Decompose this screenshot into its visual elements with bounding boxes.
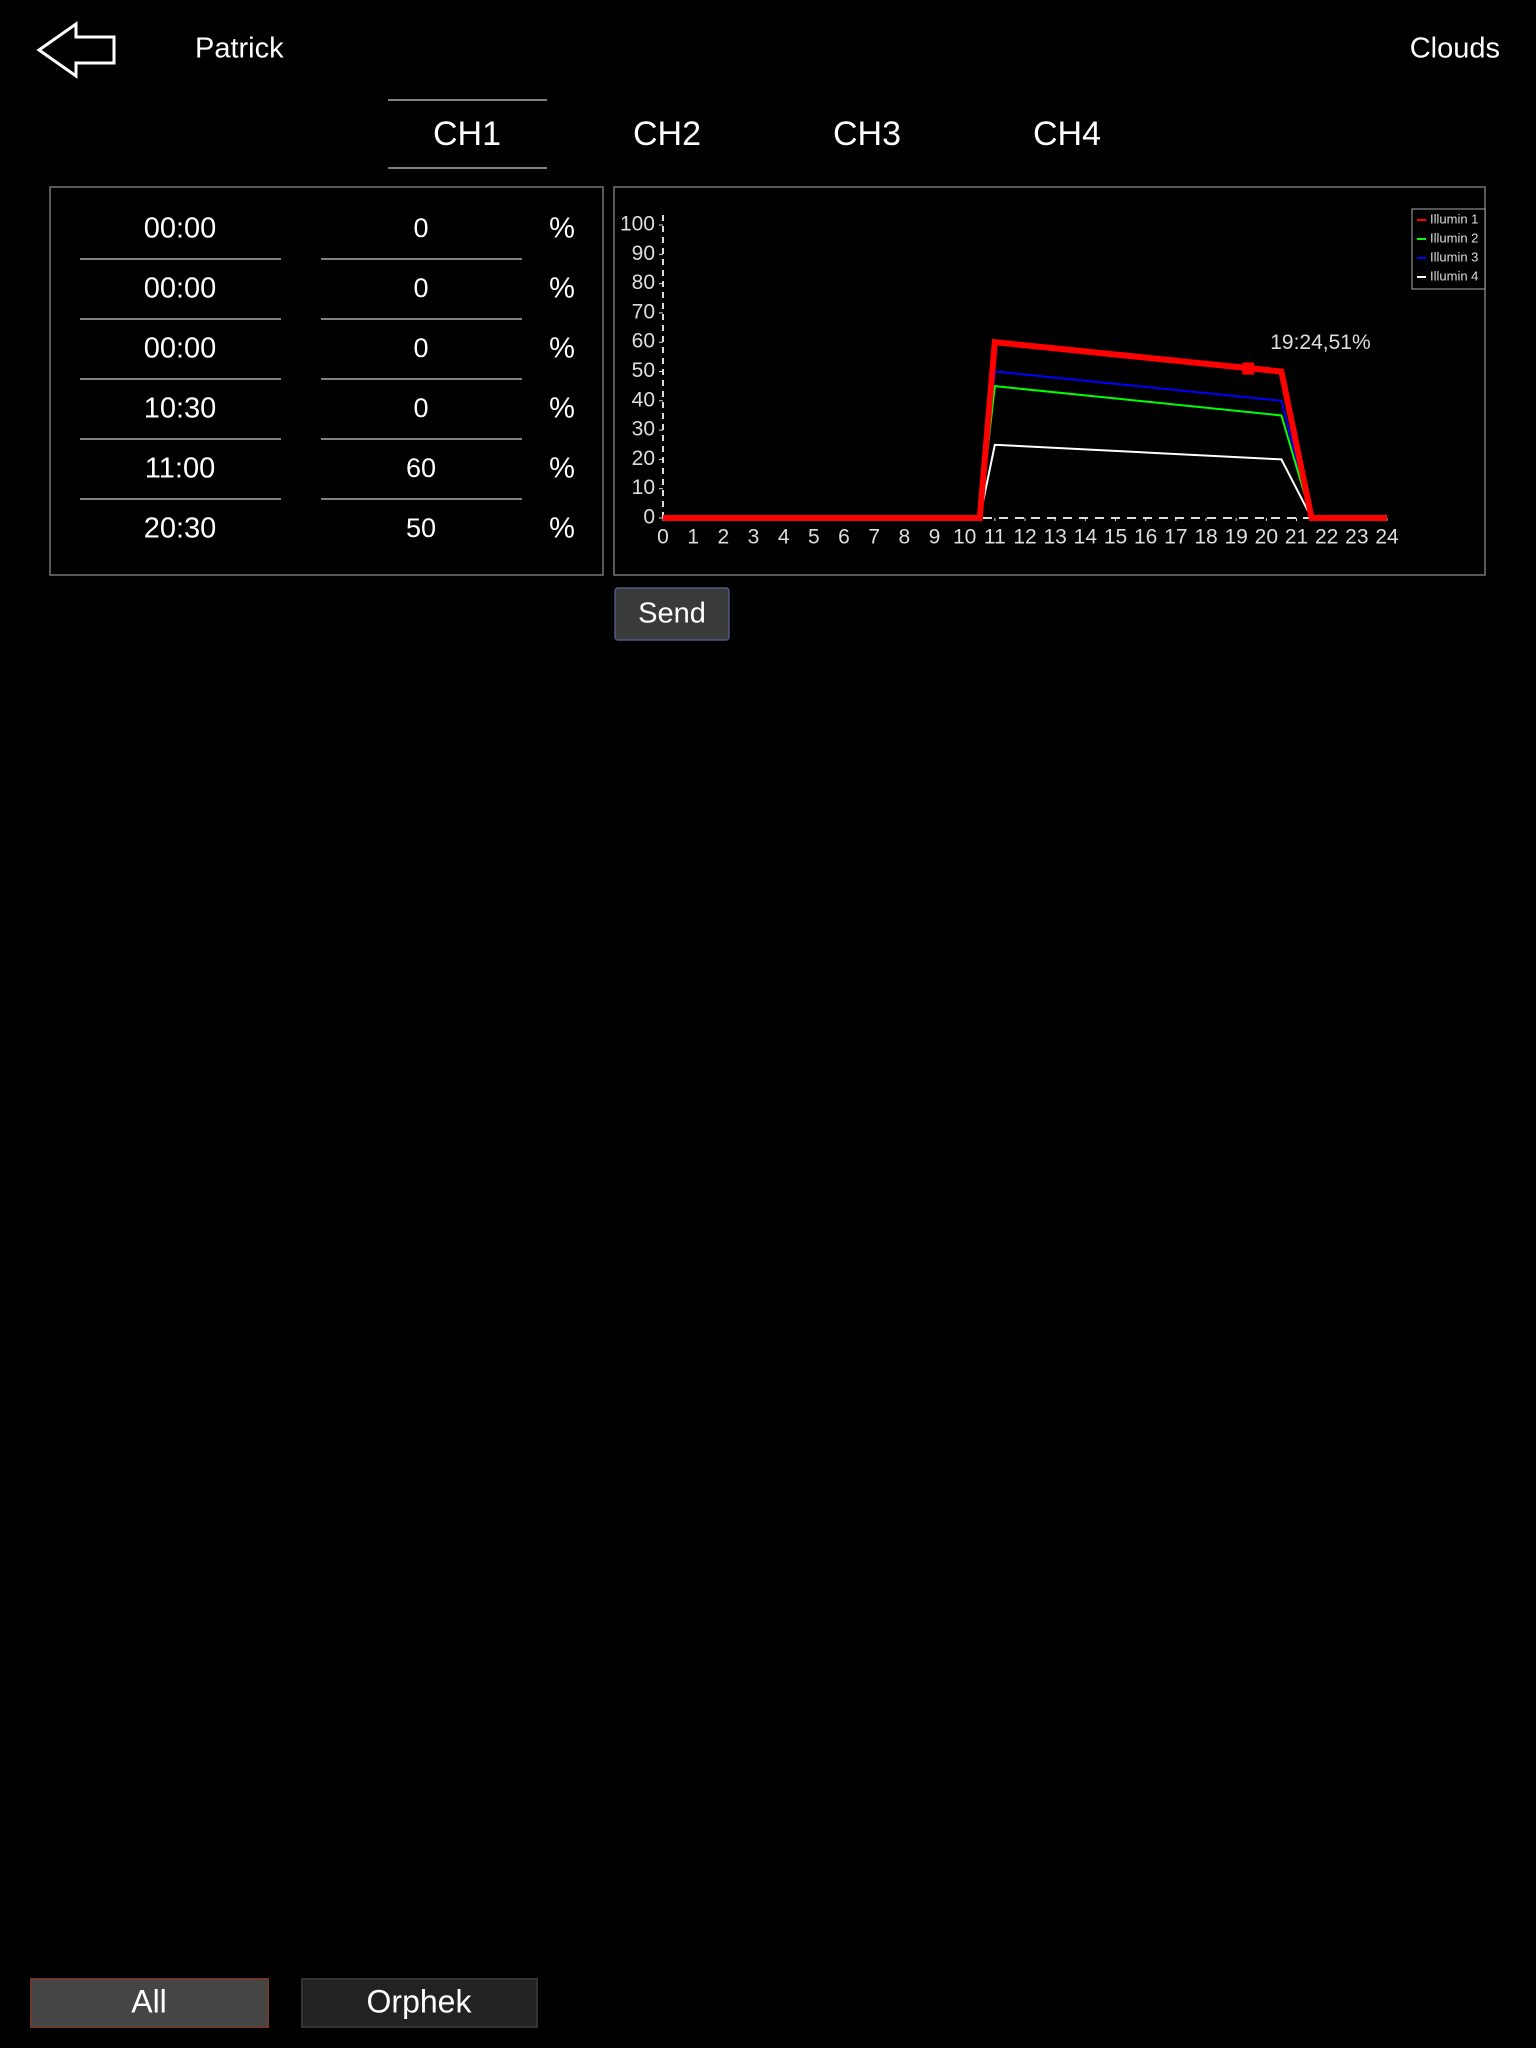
value-cell: 0 [413,213,428,243]
y-tick-label: 10 [632,476,655,499]
y-tick-label: 100 [620,213,655,236]
legend-label: Illumin 4 [1430,268,1478,283]
annotation-marker [1242,362,1255,375]
unit-cell: % [549,393,575,425]
y-tick-label: 30 [632,418,655,441]
x-tick-label: 10 [953,526,976,549]
footer-label[interactable]: Orphek [367,1983,473,2019]
x-tick-label: 11 [984,526,1006,549]
time-cell: 00:00 [144,333,217,365]
x-tick-label: 2 [717,526,729,549]
send-label[interactable]: Send [638,598,706,630]
value-cell: 50 [406,513,436,543]
time-cell: 00:00 [144,213,217,245]
value-cell: 0 [413,273,428,303]
x-tick-label: 18 [1194,526,1217,549]
x-tick-label: 6 [838,526,850,549]
schedule-panel [49,186,604,576]
x-tick-label: 24 [1375,526,1399,549]
y-tick-label: 60 [632,330,655,353]
x-tick-label: 8 [898,526,910,549]
x-tick-label: 22 [1315,526,1338,549]
y-tick-label: 50 [632,359,655,382]
x-tick-label: 7 [868,526,880,549]
y-tick-label: 80 [632,271,655,294]
y-tick-label: 20 [632,447,655,470]
value-cell: 0 [413,393,428,423]
tab[interactable]: CH3 [833,115,901,153]
legend-label: Illumin 2 [1430,230,1478,245]
x-tick-label: 12 [1013,526,1036,549]
chart-panel [613,186,1486,576]
time-cell: 00:00 [144,273,217,305]
y-tick-label: 40 [632,388,655,411]
x-tick-label: 15 [1104,526,1127,549]
y-tick-label: 70 [632,300,655,323]
legend-label: Illumin 1 [1430,211,1478,226]
x-tick-label: 5 [808,526,820,549]
footer-label[interactable]: All [131,1983,167,2019]
footer-button[interactable] [301,1978,538,2028]
header-title: Patrick [195,33,284,65]
unit-cell: % [549,273,575,305]
y-tick-label: 90 [632,242,655,265]
series-line [663,338,1387,521]
unit-cell: % [549,333,575,365]
legend-label: Illumin 3 [1430,249,1478,264]
time-cell: 11:00 [145,453,215,485]
tab[interactable]: CH2 [633,115,701,153]
unit-cell: % [549,453,575,485]
x-tick-label: 23 [1345,526,1368,549]
y-tick-label: 0 [643,506,655,529]
x-tick-label: 3 [748,526,760,549]
value-cell: 0 [413,333,428,363]
x-tick-label: 4 [778,526,790,549]
header-right[interactable]: Clouds [1410,33,1500,65]
send-button[interactable] [614,587,730,641]
x-tick-label: 13 [1043,526,1066,549]
tab[interactable]: CH1 [433,115,501,153]
time-cell: 10:30 [144,393,217,425]
tab[interactable]: CH4 [1033,115,1101,153]
x-tick-label: 21 [1285,526,1308,549]
time-cell: 20:30 [144,513,217,545]
x-tick-label: 16 [1134,526,1157,549]
x-tick-label: 9 [929,526,941,549]
x-tick-label: 19 [1224,526,1247,549]
x-tick-label: 1 [687,526,699,549]
x-tick-label: 20 [1255,526,1278,549]
legend-box [1411,208,1486,290]
x-tick-label: 17 [1164,526,1187,549]
unit-cell: % [549,513,575,545]
unit-cell: % [549,213,575,245]
footer-button[interactable] [30,1978,269,2028]
value-cell: 60 [406,453,436,483]
back-button[interactable] [36,21,116,79]
x-tick-label: 0 [657,526,669,549]
x-tick-label: 14 [1074,526,1098,549]
annotation-label: 19:24,51% [1270,331,1370,354]
